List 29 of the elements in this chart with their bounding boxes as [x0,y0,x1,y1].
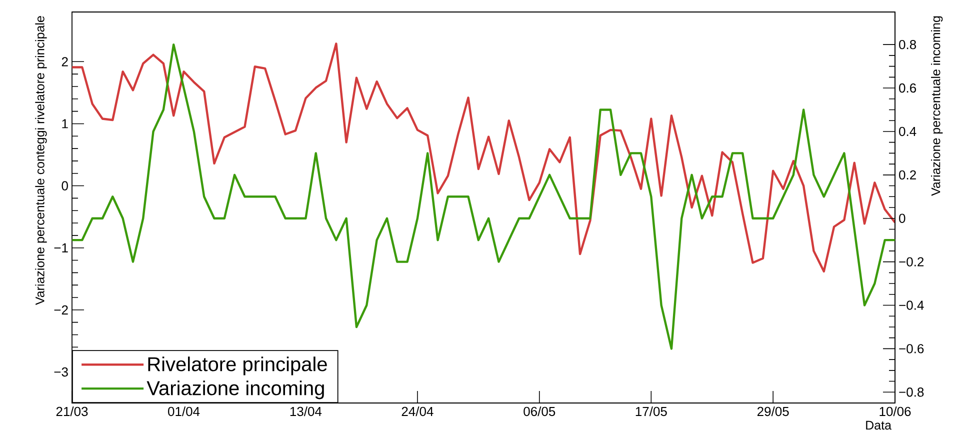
y-tick-label: −2 [54,305,68,314]
y-axis-title: Variazione percentuale conteggi rivelatore principale [35,16,47,305]
y2-tick-label: 0.8 [899,40,916,50]
y-tick-label: 1 [62,119,68,128]
legend-label: Rivelatore principale [148,356,327,376]
x-axis-title: Data [866,420,892,430]
y2-tick-label: 0.6 [899,83,916,93]
y2-tick-label: 0.2 [899,170,916,180]
x-tick-label: 24/04 [402,406,434,416]
y2-tick-label: 0.4 [899,126,916,136]
y-tick-label: 0 [62,181,68,190]
x-tick-label: 17/05 [636,406,667,416]
x-tick-label: 06/05 [524,406,556,416]
y-tick-label: −3 [54,367,68,377]
y2-tick-label: −0.4 [899,300,924,310]
y2-tick-label: −0.2 [899,257,924,266]
y-tick-label: −1 [54,243,68,252]
y2-tick-label: 0 [899,214,906,223]
x-tick-label: 29/05 [757,406,789,416]
y2-tick-label: −0.8 [899,388,924,397]
line-series [72,42,896,273]
legend-label: Variazione incoming [146,380,324,400]
y2-tick-label: −0.6 [899,344,924,354]
x-tick-label: 21/03 [56,406,88,416]
x-tick-label: 01/04 [168,406,200,416]
x-tick-label: 10/06 [880,406,911,416]
x-tick-label: 13/04 [290,406,322,416]
y-tick-label: 2 [62,57,68,66]
y2-axis-title: Variazione percentuale incoming [931,16,943,196]
